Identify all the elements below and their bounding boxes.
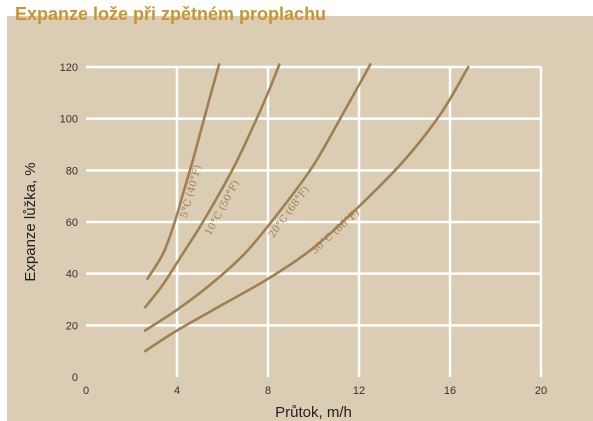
x-axis-label: Průtok, m/h (275, 404, 352, 421)
x-tick-label: 20 (535, 385, 547, 397)
y-tick-label: 100 (60, 114, 78, 126)
chart-panel: Expanze lože při zpětném proplachu 0 4 8 12… (7, 4, 593, 421)
x-tick-label: 0 (83, 385, 89, 397)
y-tick-label: 0 (72, 372, 78, 384)
y-tick-label: 120 (60, 62, 78, 74)
x-tick-label: 16 (444, 385, 456, 397)
x-tick-label: 12 (353, 385, 365, 397)
y-tick-label: 20 (66, 320, 78, 332)
y-tick-label: 60 (66, 217, 78, 229)
y-axis-label: Expanze lůžka, % (22, 162, 39, 281)
series-line (146, 63, 221, 281)
y-tick-label: 80 (66, 165, 78, 177)
tick-labels: 0 4 8 12 16 20 0 20 40 60 80 100 120 (60, 62, 547, 397)
series-line (143, 63, 281, 309)
series-line (143, 63, 372, 332)
x-tick-label: 4 (174, 385, 180, 397)
grid (86, 65, 543, 377)
series-line (143, 65, 470, 353)
x-tick-label: 8 (265, 385, 271, 397)
chart-title: Expanze lože při zpětném proplachu (15, 4, 327, 24)
y-tick-label: 40 (66, 269, 78, 281)
